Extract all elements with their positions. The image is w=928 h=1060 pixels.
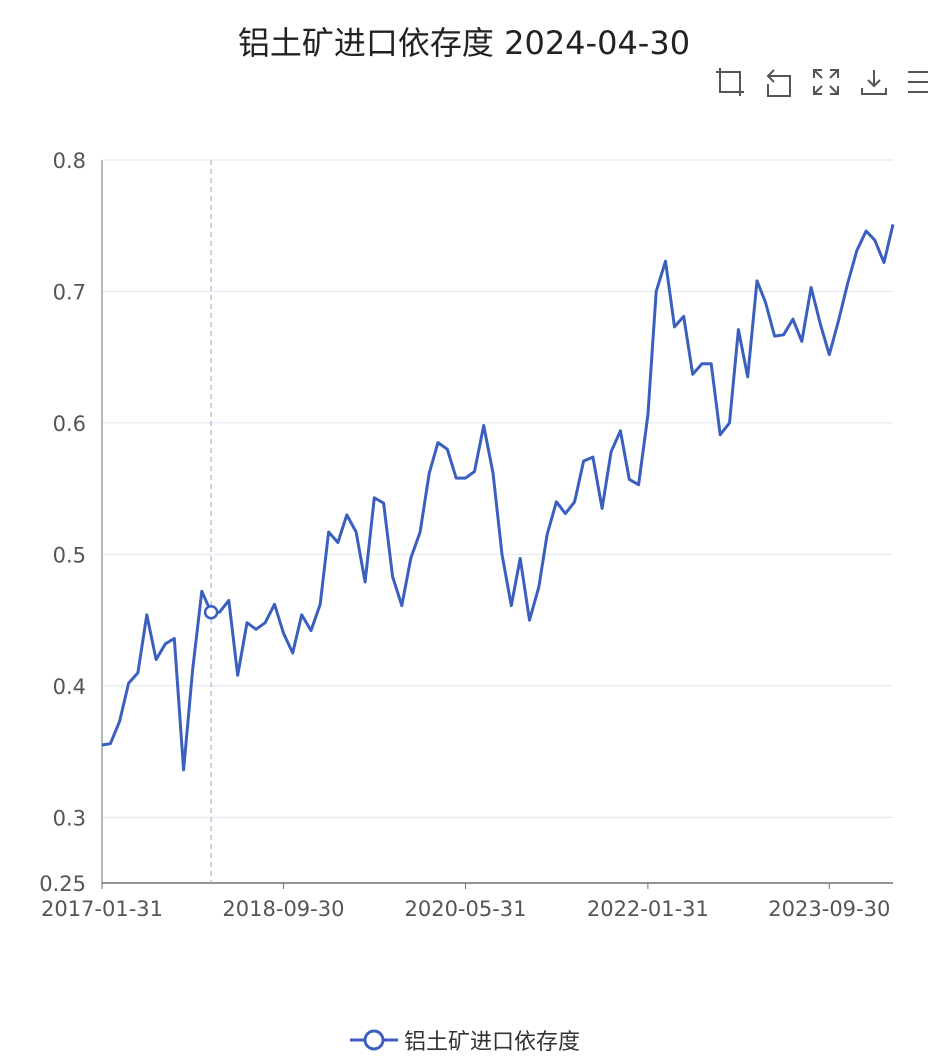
x-tick-label: 2017-01-31: [41, 897, 163, 921]
x-tick-label: 2022-01-31: [587, 897, 709, 921]
y-tick-label: 0.25: [39, 872, 86, 896]
highlighted-data-point: [203, 604, 219, 620]
y-tick-label: 0.5: [53, 543, 86, 567]
download-icon[interactable]: [856, 64, 892, 100]
menu-icon[interactable]: [902, 64, 928, 100]
toolbox: [700, 62, 928, 102]
restore-icon[interactable]: [808, 64, 844, 100]
x-tick-label: 2020-05-31: [404, 897, 526, 921]
chart-title: 铝土矿进口依存度 2024-04-30: [237, 24, 691, 62]
data-zoom-icon[interactable]: [712, 64, 748, 100]
legend-item[interactable]: 铝土矿进口依存度: [350, 1022, 580, 1058]
line-chart[interactable]: 0.25 0.3 0.4 0.5 0.6 0.7 0.8 2017-01-31 2018-09-…: [0, 0, 928, 1020]
legend-label: 铝土矿进口依存度: [404, 1030, 581, 1055]
legend: 铝土矿进口依存度: [0, 1022, 928, 1058]
y-tick-label: 0.4: [53, 675, 86, 699]
y-tick-label: 0.8: [53, 149, 86, 173]
x-tick-label: 2018-09-30: [222, 897, 344, 921]
y-tick-label: 0.6: [53, 412, 86, 436]
zoom-reset-icon[interactable]: [760, 64, 796, 100]
series-line: [101, 224, 895, 772]
legend-line-marker-icon: [350, 1029, 398, 1051]
y-tick-label: 0.7: [53, 280, 86, 304]
x-tick-label: 2023-09-30: [768, 897, 890, 921]
y-tick-label: 0.3: [53, 806, 86, 830]
